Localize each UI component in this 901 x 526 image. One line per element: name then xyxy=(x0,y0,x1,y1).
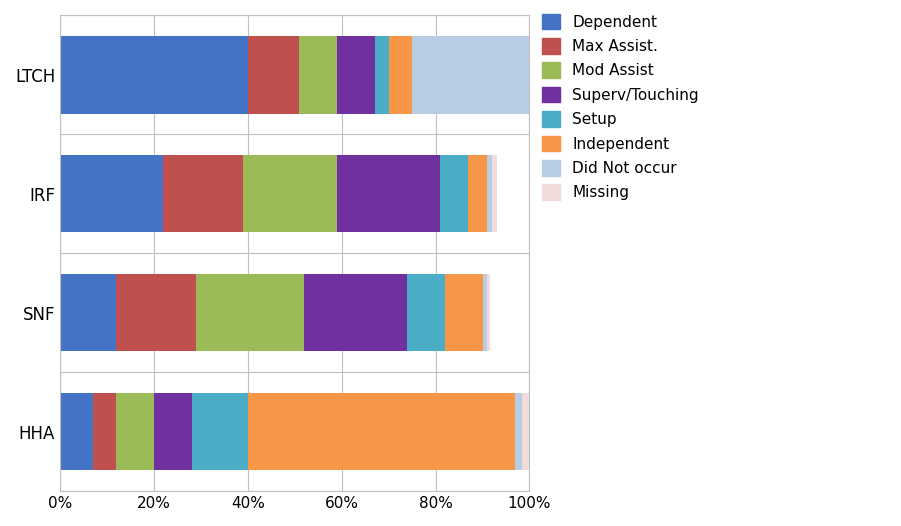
Bar xyxy=(483,274,487,351)
Bar xyxy=(487,274,489,351)
Bar xyxy=(469,155,487,232)
Bar xyxy=(248,36,299,114)
Bar xyxy=(192,393,248,470)
Bar xyxy=(60,36,248,114)
Bar xyxy=(487,155,492,232)
Bar xyxy=(407,274,445,351)
Bar xyxy=(163,155,243,232)
Bar xyxy=(60,393,93,470)
Bar xyxy=(305,274,407,351)
Bar xyxy=(523,393,530,470)
Bar xyxy=(60,155,163,232)
Bar xyxy=(154,393,192,470)
Bar xyxy=(60,274,116,351)
Legend: Dependent, Max Assist., Mod Assist, Superv/Touching, Setup, Independent, Did Not: Dependent, Max Assist., Mod Assist, Supe… xyxy=(542,14,699,200)
Bar xyxy=(337,36,375,114)
Bar xyxy=(116,274,196,351)
Bar xyxy=(375,36,388,114)
Bar xyxy=(337,155,441,232)
Bar xyxy=(492,155,496,232)
Bar xyxy=(412,36,530,114)
Bar xyxy=(248,393,515,470)
Bar xyxy=(196,274,305,351)
Bar xyxy=(515,393,523,470)
Bar xyxy=(116,393,154,470)
Bar xyxy=(441,155,469,232)
Bar xyxy=(243,155,337,232)
Bar xyxy=(93,393,116,470)
Bar xyxy=(299,36,337,114)
Bar xyxy=(388,36,412,114)
Bar xyxy=(445,274,483,351)
